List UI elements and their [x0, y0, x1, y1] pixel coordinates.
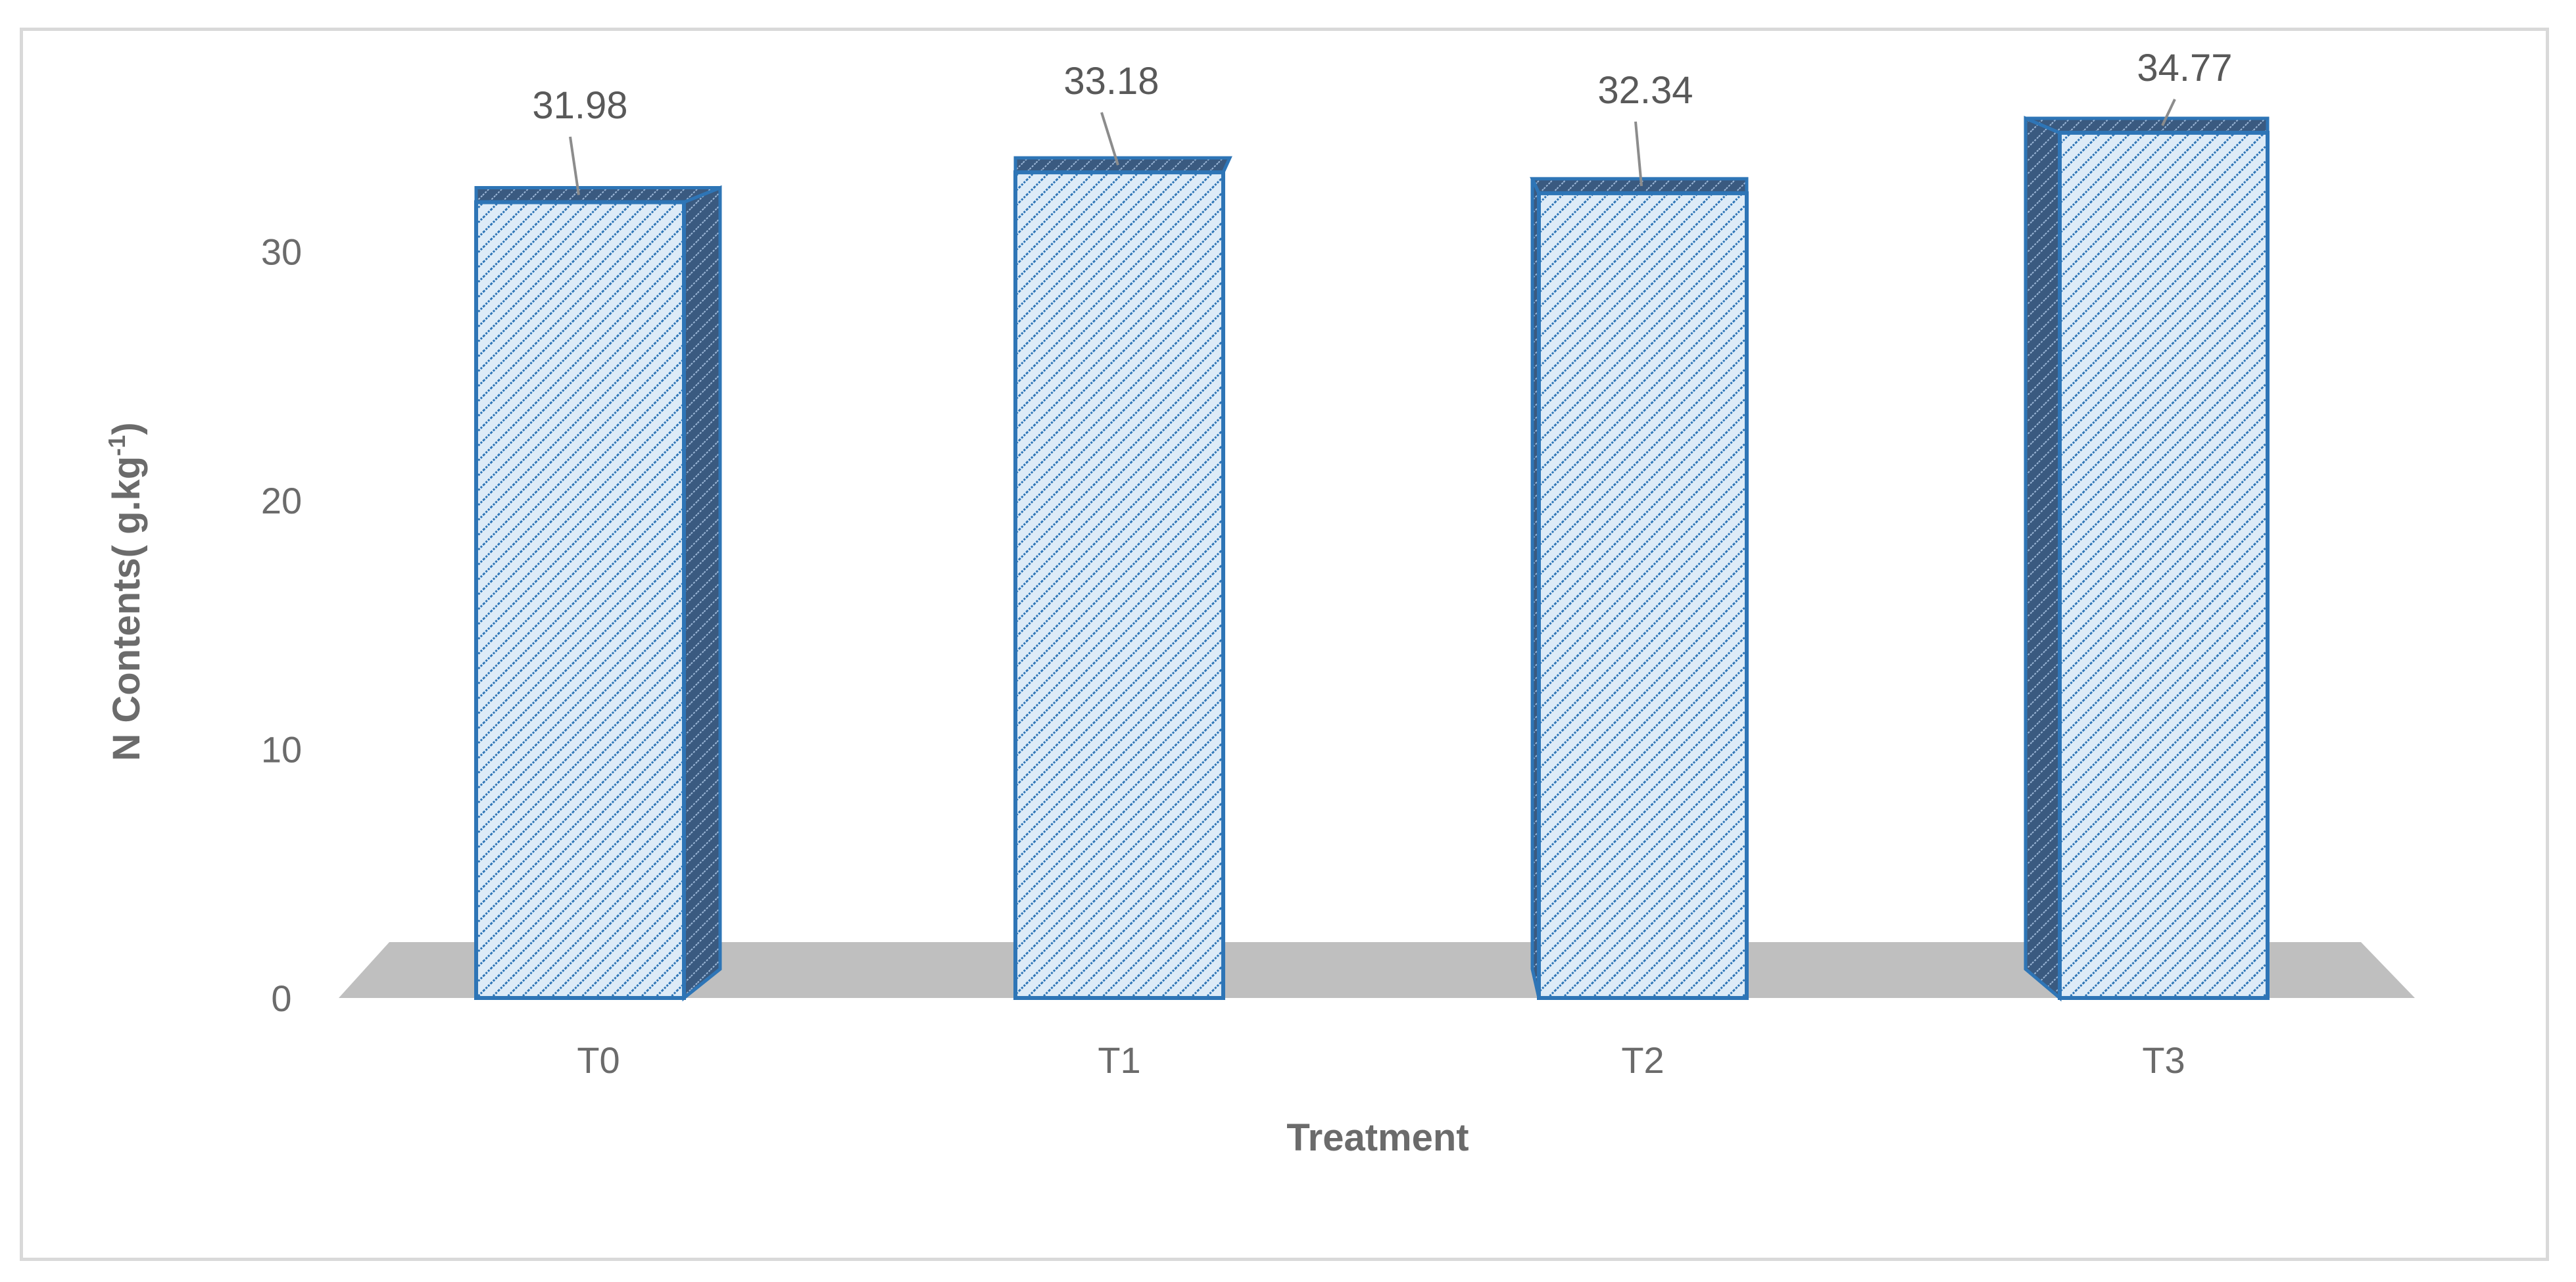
data-label: 32.34	[1597, 69, 1693, 112]
x-tick-label: T0	[577, 1039, 620, 1081]
x-axis-title: Treatment	[1286, 1116, 1469, 1159]
y-tick-label: 30	[261, 231, 302, 273]
data-label-leader	[569, 136, 580, 195]
bar-side-face	[2024, 116, 2062, 1002]
bar-front-face	[1537, 191, 1749, 1000]
bar-front-face	[1013, 170, 1225, 1001]
bar-side-face	[682, 185, 722, 1002]
bar-front-face	[474, 200, 686, 1000]
bars-group: 31.98 33.18 32.34 34.77	[474, 47, 2270, 1002]
bar-T1: 33.18	[1013, 60, 1232, 1001]
y-axis-title-superscript: -1	[103, 435, 130, 456]
bar-T3: 34.77	[2024, 47, 2270, 1002]
bar-T0: 31.98	[474, 84, 722, 1002]
bar-front-face	[2058, 130, 2270, 1001]
y-tick-label: 0	[271, 978, 291, 1019]
data-label-leader	[1100, 112, 1119, 166]
x-tick-label: T1	[1098, 1039, 1140, 1081]
x-axis-ticks: T0 T1 T2 T3	[577, 1039, 2185, 1081]
bar-top-face	[1013, 156, 1232, 174]
y-axis-ticks: 0 10 20 30	[261, 231, 302, 1020]
data-label-leader	[2161, 99, 2176, 126]
x-tick-label: T3	[2142, 1039, 2185, 1081]
data-label-leader	[1634, 121, 1643, 187]
data-label: 31.98	[532, 84, 627, 127]
chart-floor	[339, 942, 2415, 998]
bar-T2: 32.34	[1530, 69, 1749, 1000]
data-label: 34.77	[2137, 47, 2232, 89]
y-axis-title-end: )	[105, 422, 148, 435]
y-axis-title: N Contents( g.kg-1)	[103, 422, 148, 761]
y-axis-title-main: N Contents( g.kg	[105, 456, 148, 761]
bar-top-face	[474, 186, 721, 204]
y-tick-label: 20	[261, 480, 302, 521]
y-tick-label: 10	[261, 729, 302, 771]
bar-top-face	[1530, 177, 1749, 195]
bar-top-face	[2025, 116, 2270, 135]
data-label: 33.18	[1063, 60, 1159, 103]
x-tick-label: T2	[1621, 1039, 1664, 1081]
